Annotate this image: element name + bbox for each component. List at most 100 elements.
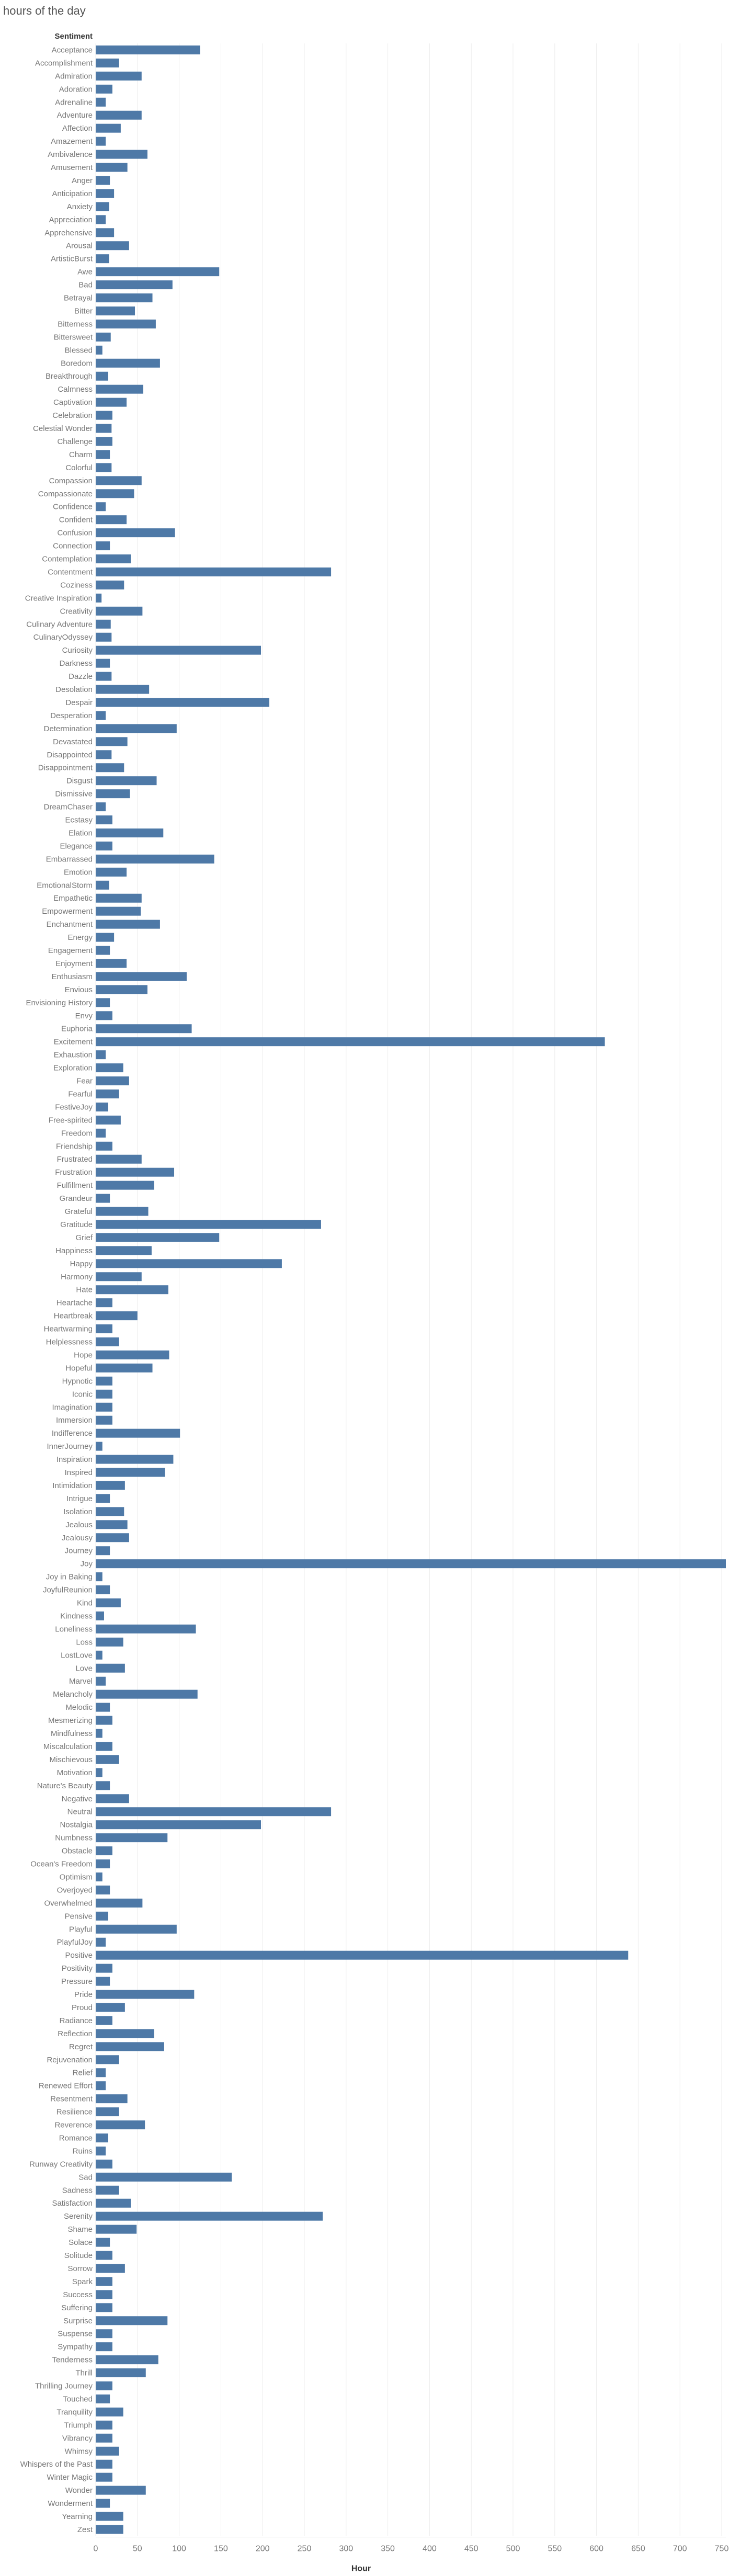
category-label: Suspense <box>58 2330 93 2339</box>
category-label: Captivation <box>53 398 93 407</box>
category-label: Winter Magic <box>47 2473 93 2482</box>
bar <box>96 2394 110 2403</box>
category-label: Envy <box>75 1012 93 1020</box>
x-tick-label: 700 <box>673 2544 687 2553</box>
bar <box>96 45 200 54</box>
category-label: Anticipation <box>52 189 93 198</box>
category-label: Sad <box>78 2173 93 2182</box>
bar <box>96 1442 102 1451</box>
bar <box>96 933 115 942</box>
bar <box>96 2486 146 2495</box>
bar <box>96 2368 146 2378</box>
category-label: Euphoria <box>61 1025 93 1034</box>
bar <box>96 1089 119 1098</box>
category-label: Wonderment <box>48 2499 93 2508</box>
category-label: Loneliness <box>55 1625 93 1633</box>
bar <box>96 1950 629 1960</box>
category-label: Grateful <box>65 1207 93 1216</box>
bar <box>96 1102 108 1111</box>
x-tick-label: 150 <box>214 2544 228 2553</box>
category-label: Reverence <box>54 2121 93 2130</box>
bar <box>96 1716 112 1725</box>
bar <box>96 1481 125 1490</box>
bar <box>96 2472 112 2482</box>
category-label: Enjoyment <box>55 959 93 968</box>
bar <box>96 2251 112 2260</box>
category-label: Marvel <box>69 1677 93 1686</box>
category-label: Harmony <box>61 1273 93 1281</box>
category-label: Friendship <box>56 1142 93 1151</box>
bar <box>96 1324 112 1334</box>
category-label: Emotion <box>64 868 93 877</box>
bar <box>96 189 115 198</box>
category-label: Optimism <box>60 1873 93 1881</box>
category-label: Inspiration <box>56 1455 93 1464</box>
category-label: Romance <box>59 2134 93 2142</box>
bar <box>96 1637 123 1647</box>
bar <box>96 450 110 459</box>
bar <box>96 254 109 264</box>
category-label: Whimsy <box>65 2447 93 2456</box>
category-label: Betrayal <box>64 294 93 303</box>
category-label: Admiration <box>55 72 93 81</box>
x-tick-label: 0 <box>94 2544 98 2553</box>
category-label: Reflection <box>58 2029 93 2038</box>
bar <box>96 306 135 315</box>
bar <box>96 1742 112 1751</box>
category-label: Engagement <box>48 946 93 955</box>
bar <box>96 724 177 733</box>
category-label: Overwhelmed <box>44 1899 93 1908</box>
category-label: Hope <box>74 1351 93 1359</box>
bar <box>96 2016 112 2025</box>
bar <box>96 776 157 786</box>
bar <box>96 867 127 877</box>
category-label: Pressure <box>61 1977 93 1986</box>
bar <box>96 972 187 981</box>
category-label: Envisioning History <box>26 998 93 1007</box>
category-label: Kindness <box>60 1612 93 1620</box>
bar <box>96 959 127 968</box>
category-label: Hate <box>76 1286 93 1295</box>
bar <box>96 2211 323 2221</box>
bar <box>96 1272 142 1281</box>
bar <box>96 424 112 433</box>
bar <box>96 97 106 107</box>
bar <box>96 659 110 668</box>
category-label: Vibrancy <box>62 2434 93 2443</box>
bar <box>96 1820 261 1830</box>
category-label: Contentment <box>48 568 93 576</box>
bar <box>96 1768 102 1777</box>
bar <box>96 2290 112 2299</box>
category-label: Mesmerizing <box>48 1716 93 1725</box>
bar <box>96 411 112 420</box>
bar <box>96 1115 121 1125</box>
x-tick-label: 350 <box>381 2544 395 2553</box>
x-tick-label: 750 <box>715 2544 729 2553</box>
category-label: Excitement <box>54 1038 93 1047</box>
bar <box>96 332 111 342</box>
category-label: Determination <box>44 724 93 733</box>
category-label: PlayfulJoy <box>57 1938 93 1947</box>
category-label: Immersion <box>56 1416 93 1425</box>
category-label: Joy <box>81 1560 93 1569</box>
category-label: Mischievous <box>49 1755 93 1764</box>
category-label: Enthusiasm <box>52 972 93 981</box>
category-label: Adrenaline <box>55 98 93 107</box>
category-label: Culinary Adventure <box>26 620 93 629</box>
bar <box>96 2055 119 2064</box>
category-label: Joy in Baking <box>46 1573 93 1582</box>
bar <box>96 371 108 381</box>
bar <box>96 1389 112 1399</box>
category-label: Spark <box>72 2277 93 2286</box>
category-label: Appreciation <box>49 215 93 224</box>
category-label: Heartwarming <box>44 1325 93 1334</box>
bar <box>96 750 112 759</box>
category-label: Awe <box>77 268 93 277</box>
bar <box>96 2146 106 2155</box>
bar <box>96 672 112 681</box>
category-label: Serenity <box>64 2212 93 2221</box>
category-label: Solace <box>69 2238 93 2247</box>
bar <box>96 463 112 472</box>
category-label: Imagination <box>52 1403 93 1412</box>
bar <box>96 1207 149 1216</box>
